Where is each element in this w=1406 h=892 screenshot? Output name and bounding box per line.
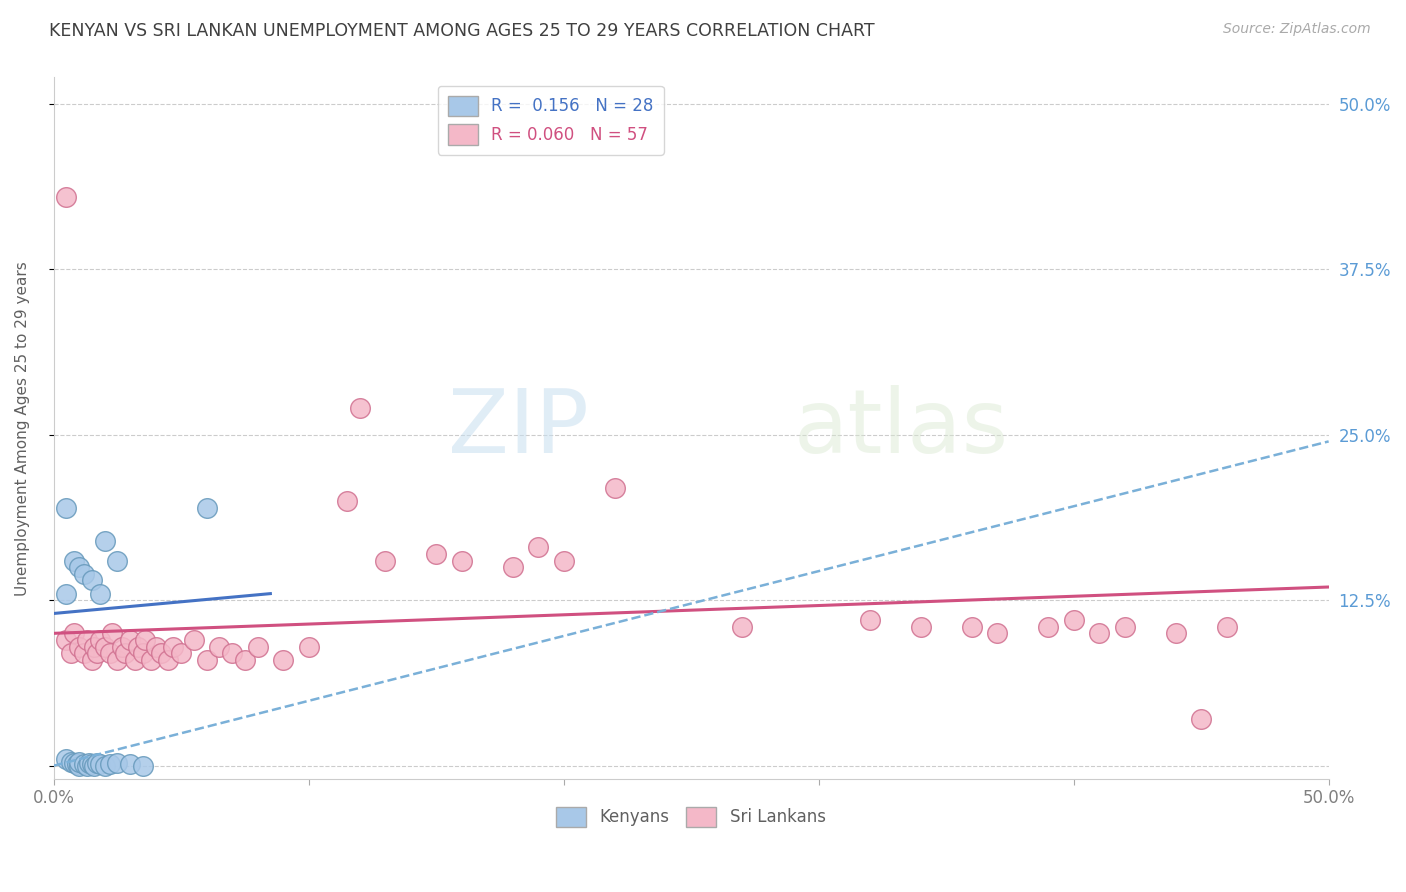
Point	[73, 646, 96, 660]
Point	[60, 755, 83, 769]
Point	[1189, 712, 1212, 726]
Point	[67, 755, 90, 769]
Point	[246, 640, 269, 654]
Point	[105, 653, 128, 667]
Point	[195, 500, 218, 515]
Point	[208, 640, 231, 654]
Text: KENYAN VS SRI LANKAN UNEMPLOYMENT AMONG AGES 25 TO 29 YEARS CORRELATION CHART: KENYAN VS SRI LANKAN UNEMPLOYMENT AMONG …	[49, 22, 875, 40]
Point	[336, 494, 359, 508]
Point	[1215, 620, 1237, 634]
Point	[93, 533, 115, 548]
Point	[145, 640, 167, 654]
Point	[80, 653, 103, 667]
Point	[162, 640, 184, 654]
Point	[233, 653, 256, 667]
Point	[1088, 626, 1111, 640]
Point	[80, 574, 103, 588]
Text: Source: ZipAtlas.com: Source: ZipAtlas.com	[1223, 22, 1371, 37]
Point	[120, 632, 142, 647]
Point	[55, 500, 77, 515]
Point	[450, 553, 472, 567]
Point	[67, 640, 90, 654]
Point	[221, 646, 243, 660]
Point	[63, 553, 86, 567]
Point	[127, 640, 149, 654]
Point	[114, 646, 136, 660]
Point	[93, 640, 115, 654]
Point	[502, 560, 524, 574]
Point	[86, 646, 108, 660]
Point	[83, 758, 105, 772]
Point	[73, 757, 96, 772]
Point	[65, 757, 87, 772]
Point	[101, 626, 124, 640]
Point	[73, 566, 96, 581]
Point	[960, 620, 983, 634]
Point	[93, 758, 115, 772]
Point	[55, 632, 77, 647]
Point	[89, 586, 111, 600]
Point	[298, 640, 321, 654]
Y-axis label: Unemployment Among Ages 25 to 29 years: Unemployment Among Ages 25 to 29 years	[15, 260, 30, 596]
Point	[83, 640, 105, 654]
Point	[55, 586, 77, 600]
Point	[67, 560, 90, 574]
Point	[105, 756, 128, 770]
Point	[374, 553, 396, 567]
Point	[603, 481, 626, 495]
Legend: Kenyans, Sri Lankans: Kenyans, Sri Lankans	[550, 800, 832, 834]
Point	[111, 640, 134, 654]
Point	[60, 646, 83, 660]
Point	[63, 756, 86, 770]
Point	[80, 757, 103, 772]
Point	[132, 646, 155, 660]
Point	[349, 401, 371, 416]
Point	[89, 632, 111, 647]
Point	[67, 758, 90, 772]
Point	[134, 632, 156, 647]
Point	[55, 189, 77, 203]
Point	[55, 752, 77, 766]
Point	[271, 653, 294, 667]
Point	[195, 653, 218, 667]
Point	[425, 547, 447, 561]
Point	[149, 646, 172, 660]
Point	[132, 758, 155, 772]
Point	[1036, 620, 1059, 634]
Point	[1164, 626, 1187, 640]
Point	[98, 646, 121, 660]
Point	[139, 653, 162, 667]
Point	[76, 758, 98, 772]
Point	[1063, 613, 1085, 627]
Point	[731, 620, 754, 634]
Point	[183, 632, 205, 647]
Point	[157, 653, 180, 667]
Point	[63, 626, 86, 640]
Point	[76, 632, 98, 647]
Text: atlas: atlas	[793, 384, 1008, 472]
Point	[170, 646, 193, 660]
Point	[1114, 620, 1136, 634]
Point	[105, 553, 128, 567]
Point	[553, 553, 575, 567]
Point	[986, 626, 1008, 640]
Point	[859, 613, 882, 627]
Point	[79, 756, 101, 770]
Point	[910, 620, 932, 634]
Point	[124, 653, 146, 667]
Point	[120, 757, 142, 772]
Point	[86, 756, 108, 770]
Point	[89, 757, 111, 772]
Text: ZIP: ZIP	[449, 384, 589, 472]
Point	[98, 757, 121, 772]
Point	[527, 541, 550, 555]
